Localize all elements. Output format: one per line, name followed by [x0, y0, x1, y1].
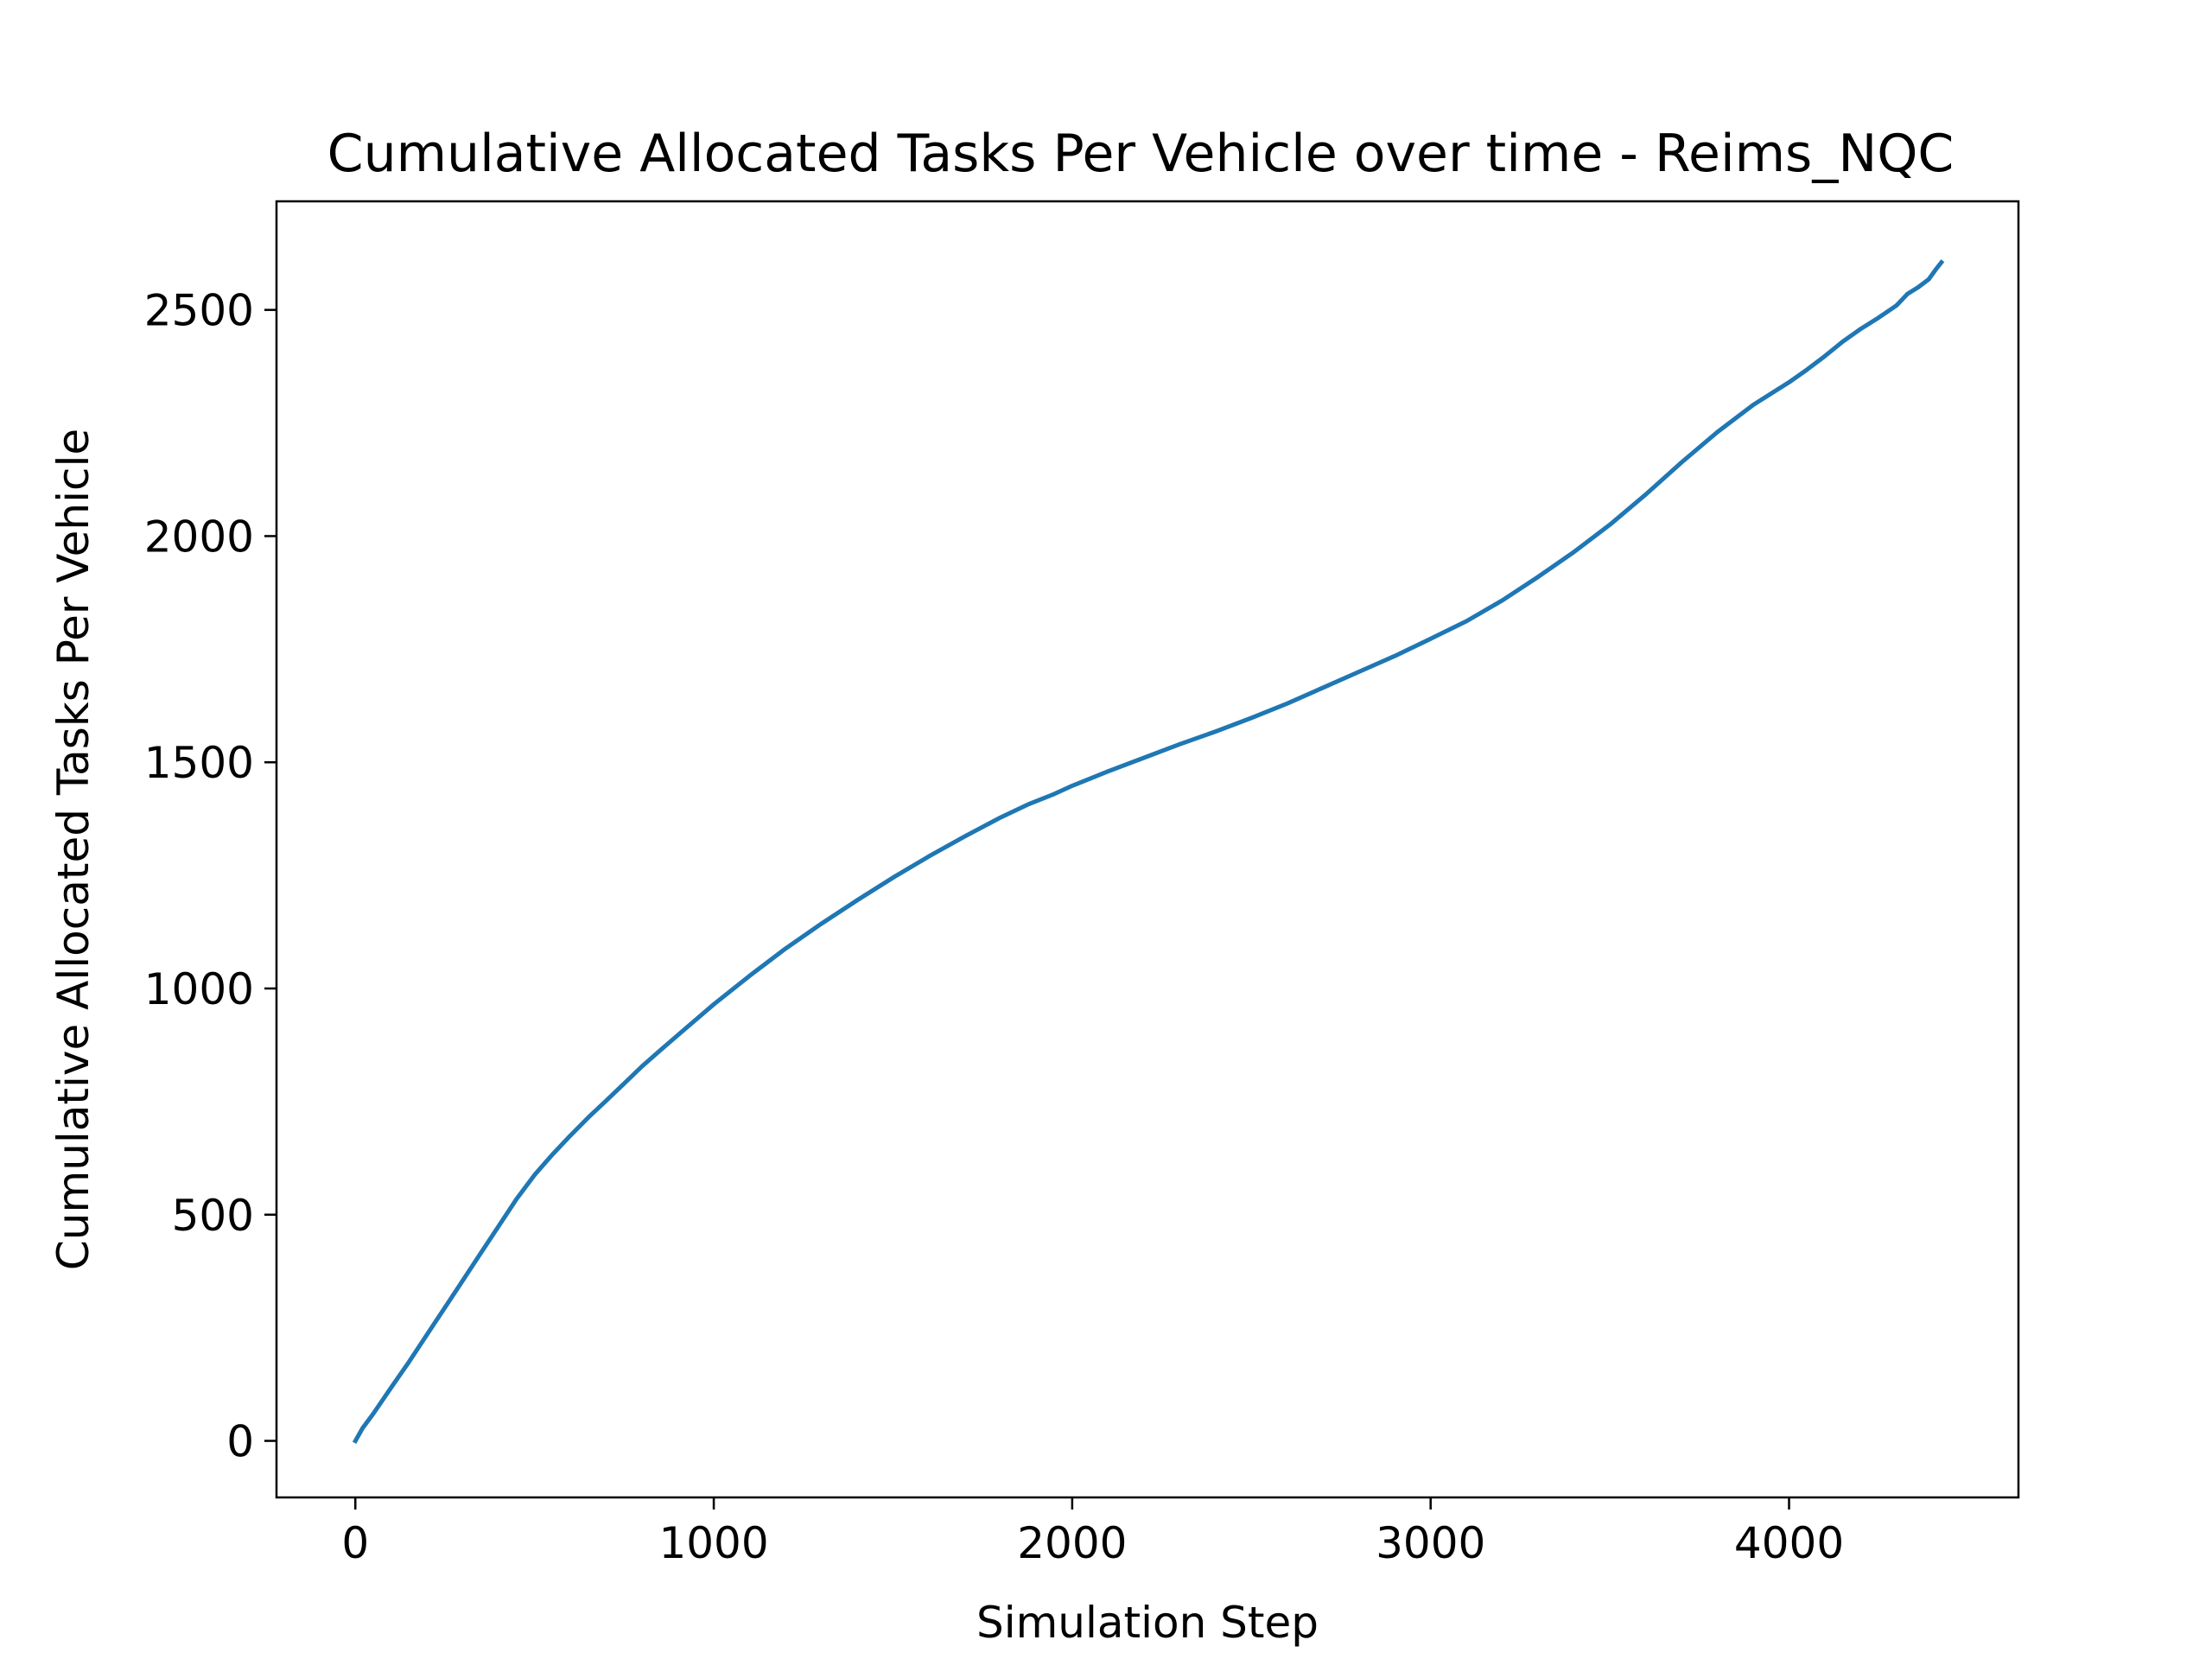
y-tick-label: 1000 — [144, 964, 254, 1014]
y-tick-label: 500 — [172, 1191, 254, 1241]
plot-lines — [352, 259, 1945, 1445]
y-tick-label: 1500 — [144, 738, 254, 788]
y-axis-label: Cumulative Allocated Tasks Per Vehicle — [48, 429, 99, 1270]
y-axis-ticks: 0 500 1000 1500 2000 2500 — [144, 286, 276, 1467]
y-tick-label: 2500 — [144, 286, 254, 336]
x-tick-label: 2000 — [1017, 1518, 1127, 1568]
series-line — [352, 259, 1945, 1445]
x-tick-label: 1000 — [658, 1518, 768, 1568]
y-tick-label: 2000 — [144, 512, 254, 562]
x-tick-label: 3000 — [1376, 1518, 1485, 1568]
x-axis-ticks: 0 1000 2000 3000 4000 — [341, 1497, 1844, 1568]
x-tick-label: 0 — [341, 1518, 369, 1568]
x-tick-label: 4000 — [1734, 1518, 1844, 1568]
y-tick-label: 0 — [226, 1417, 254, 1467]
chart-title: Cumulative Allocated Tasks Per Vehicle o… — [327, 124, 1955, 184]
x-axis-label: Simulation Step — [976, 1598, 1319, 1648]
plot-area-frame — [275, 200, 2020, 1499]
